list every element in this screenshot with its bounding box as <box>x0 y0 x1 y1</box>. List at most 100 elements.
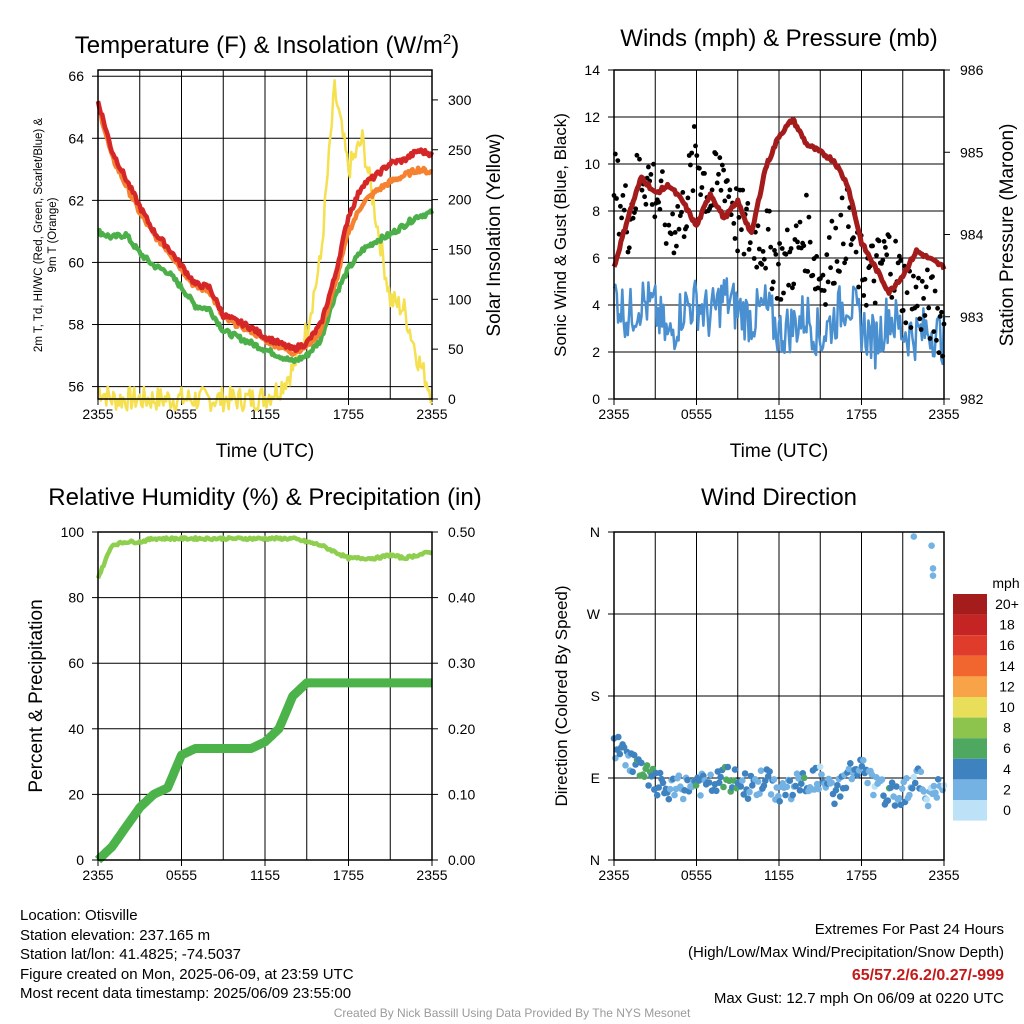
gust-point <box>793 223 799 229</box>
gust-point <box>657 206 663 212</box>
legend-swatch <box>953 779 987 800</box>
y-axis-label: 2m T, Td, HI/WC (Red, Green, Scarlet/Blu… <box>33 118 59 352</box>
x-tick-label: 2355 <box>82 406 113 422</box>
direction-point <box>813 780 821 788</box>
gust-point <box>927 336 933 341</box>
gust-point <box>913 284 919 290</box>
direction-point <box>860 757 867 764</box>
legend-label: 6 <box>1003 740 1011 756</box>
gust-point <box>621 207 627 213</box>
gust-point <box>886 234 892 240</box>
direction-point <box>834 781 841 789</box>
gust-point <box>935 305 940 311</box>
gust-point <box>767 208 772 214</box>
gust-point <box>825 279 831 285</box>
gust-point <box>625 249 631 255</box>
legend-swatch <box>953 758 987 780</box>
gust-point <box>745 201 751 206</box>
direction-point <box>848 775 856 783</box>
direction-point <box>740 791 747 798</box>
gust-point <box>676 226 682 232</box>
gust-point <box>840 241 846 247</box>
gust-point <box>930 274 935 279</box>
y-tick-label: N <box>590 524 600 540</box>
gust-point <box>759 262 765 267</box>
location-text: Location: Otisville <box>20 907 138 924</box>
direction-point <box>928 542 935 549</box>
gust-point <box>658 178 664 184</box>
gust-point <box>898 258 904 263</box>
gust-point <box>795 239 800 245</box>
series-rh-line <box>95 535 433 579</box>
gust-point <box>804 192 809 198</box>
direction-point <box>783 783 791 791</box>
gust-point <box>747 240 753 246</box>
direction-point <box>906 791 913 799</box>
gust-point <box>736 215 742 220</box>
gust-point <box>754 264 760 270</box>
x-tick-label: 2355 <box>416 867 447 883</box>
speed-legend: mph 20+ 18 16 14 12 10 8 6 4 2 0 <box>953 575 1020 821</box>
direction-point <box>888 779 896 786</box>
extremes-subtitle: (High/Low/Max Wind/Precipitation/Snow De… <box>688 944 1004 961</box>
gust-point <box>777 241 782 246</box>
gust-point <box>642 194 647 200</box>
gust-point <box>937 314 943 319</box>
gust-point <box>904 290 910 296</box>
y-tick-label: 10 <box>584 156 600 172</box>
direction-point <box>929 572 937 579</box>
gust-point <box>843 256 849 262</box>
y-right-tick-label: 0.40 <box>448 590 475 606</box>
direction-point <box>903 775 910 782</box>
panel-1: 2355 0555 1155 1755 235556586062646605010015… <box>33 31 505 462</box>
gust-point <box>911 273 916 279</box>
y-right-tick-label: 983 <box>960 309 984 325</box>
direction-point <box>741 770 749 777</box>
direction-point <box>641 773 648 780</box>
direction-point <box>924 802 932 810</box>
plot-frame <box>97 531 433 861</box>
direction-point <box>737 783 745 790</box>
extremes-title: Extremes For Past 24 Hours <box>814 921 1004 938</box>
gust-point <box>918 327 924 332</box>
direction-point <box>884 797 892 804</box>
direction-point <box>679 795 687 803</box>
gust-point <box>666 222 672 228</box>
gust-point <box>837 269 842 274</box>
gust-point <box>630 215 636 221</box>
direction-point <box>786 777 794 784</box>
gust-point <box>772 248 777 253</box>
gust-point <box>779 246 785 251</box>
gust-point <box>922 313 928 318</box>
gust-point <box>853 249 859 255</box>
y-axis-label: Direction (Colored By Speed) <box>552 585 571 806</box>
max-gust-text: Max Gust: 12.7 mph On 06/09 at 0220 UTC <box>713 990 1004 1007</box>
gust-point <box>936 350 942 356</box>
y-tick-label: 40 <box>68 721 84 737</box>
gust-point <box>740 187 746 193</box>
gust-point <box>791 281 797 287</box>
direction-point <box>792 782 799 790</box>
gust-point <box>761 256 767 262</box>
direction-point <box>622 762 629 769</box>
gust-point <box>727 187 733 193</box>
direction-point <box>666 785 674 793</box>
latlon-text: Station lat/lon: 41.4825; -74.5037 <box>20 946 242 963</box>
direction-point <box>816 763 824 771</box>
legend-swatch <box>953 614 987 636</box>
direction-points <box>610 533 948 810</box>
legend-label: 8 <box>1003 720 1011 736</box>
gust-point <box>889 295 895 300</box>
gust-point <box>821 288 827 293</box>
plot-frame <box>97 69 433 400</box>
created-text: Figure created on Mon, 2025-06-09, at 23… <box>20 965 354 983</box>
gust-point <box>623 183 628 189</box>
series-line-2 <box>97 208 435 365</box>
gust-point <box>870 243 875 249</box>
gust-point <box>939 309 944 315</box>
gust-point <box>690 188 696 194</box>
x-tick-label: 2355 <box>82 867 113 883</box>
legend-swatch <box>953 697 987 718</box>
